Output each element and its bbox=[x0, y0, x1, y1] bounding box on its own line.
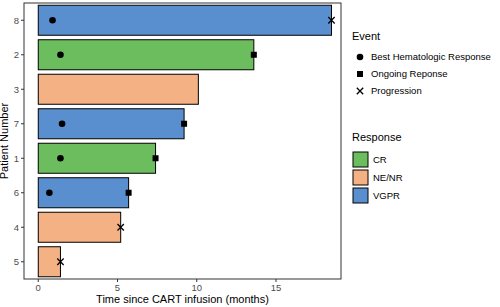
y-tick-label: 1 bbox=[14, 153, 19, 164]
x-tick-label: 15 bbox=[271, 282, 282, 293]
x-tick-label: 10 bbox=[191, 282, 202, 293]
x-tick-label: 5 bbox=[115, 282, 120, 293]
bar bbox=[38, 143, 155, 173]
legend-swatch bbox=[353, 152, 368, 167]
y-tick-label: 8 bbox=[14, 15, 19, 26]
event-marker bbox=[57, 51, 64, 58]
plot-frame bbox=[24, 3, 341, 279]
y-tick-label: 7 bbox=[14, 118, 19, 129]
event-marker bbox=[49, 17, 56, 24]
event-marker bbox=[251, 52, 257, 58]
event-marker bbox=[117, 224, 123, 230]
bar bbox=[38, 247, 60, 277]
y-tick bbox=[21, 192, 24, 193]
legend-title: Response bbox=[352, 131, 402, 143]
legend-label: Best Hematologic Response bbox=[371, 51, 491, 62]
y-tick bbox=[21, 89, 24, 90]
legend-label: Ongoing Reponse bbox=[371, 68, 448, 79]
bar bbox=[38, 212, 120, 242]
event-marker bbox=[181, 121, 187, 127]
y-tick-label: 2 bbox=[14, 49, 19, 60]
y-tick bbox=[21, 158, 24, 159]
legend-label: CR bbox=[373, 154, 387, 165]
y-tick-label: 4 bbox=[14, 222, 19, 233]
event-marker bbox=[328, 17, 334, 23]
legend-swatch bbox=[353, 170, 368, 185]
y-tick bbox=[21, 261, 24, 262]
bar bbox=[38, 109, 184, 139]
bar bbox=[38, 74, 198, 104]
legend-title: Event bbox=[352, 30, 380, 42]
y-tick-label: 6 bbox=[14, 187, 19, 198]
y-tick-label: 3 bbox=[14, 84, 19, 95]
event-marker bbox=[126, 190, 132, 196]
bar bbox=[38, 178, 128, 208]
event-marker bbox=[59, 120, 66, 127]
event-marker bbox=[57, 259, 63, 265]
event-marker bbox=[357, 88, 363, 94]
bar bbox=[38, 5, 331, 35]
event-marker bbox=[57, 155, 64, 162]
y-tick bbox=[21, 20, 24, 21]
legend-label: Progression bbox=[371, 85, 422, 96]
event-marker bbox=[357, 71, 363, 77]
legend-swatch bbox=[353, 188, 368, 203]
y-axis-title: Patient Number bbox=[0, 102, 10, 179]
event-marker bbox=[153, 155, 159, 161]
x-axis-title: Time since CART infusion (months) bbox=[96, 293, 269, 305]
legend-label: NE/NR bbox=[373, 172, 403, 183]
marks bbox=[38, 5, 334, 277]
y-tick bbox=[21, 54, 24, 55]
event-marker bbox=[357, 54, 364, 61]
legend-label: VGPR bbox=[373, 190, 400, 201]
event-marker bbox=[46, 189, 53, 196]
x-tick-label: 0 bbox=[36, 282, 41, 293]
y-tick bbox=[21, 123, 24, 124]
y-tick bbox=[21, 227, 24, 228]
y-tick-label: 5 bbox=[14, 256, 19, 267]
chart: 05101582371645Time since CART infusion (… bbox=[0, 0, 500, 307]
bar bbox=[38, 40, 254, 70]
